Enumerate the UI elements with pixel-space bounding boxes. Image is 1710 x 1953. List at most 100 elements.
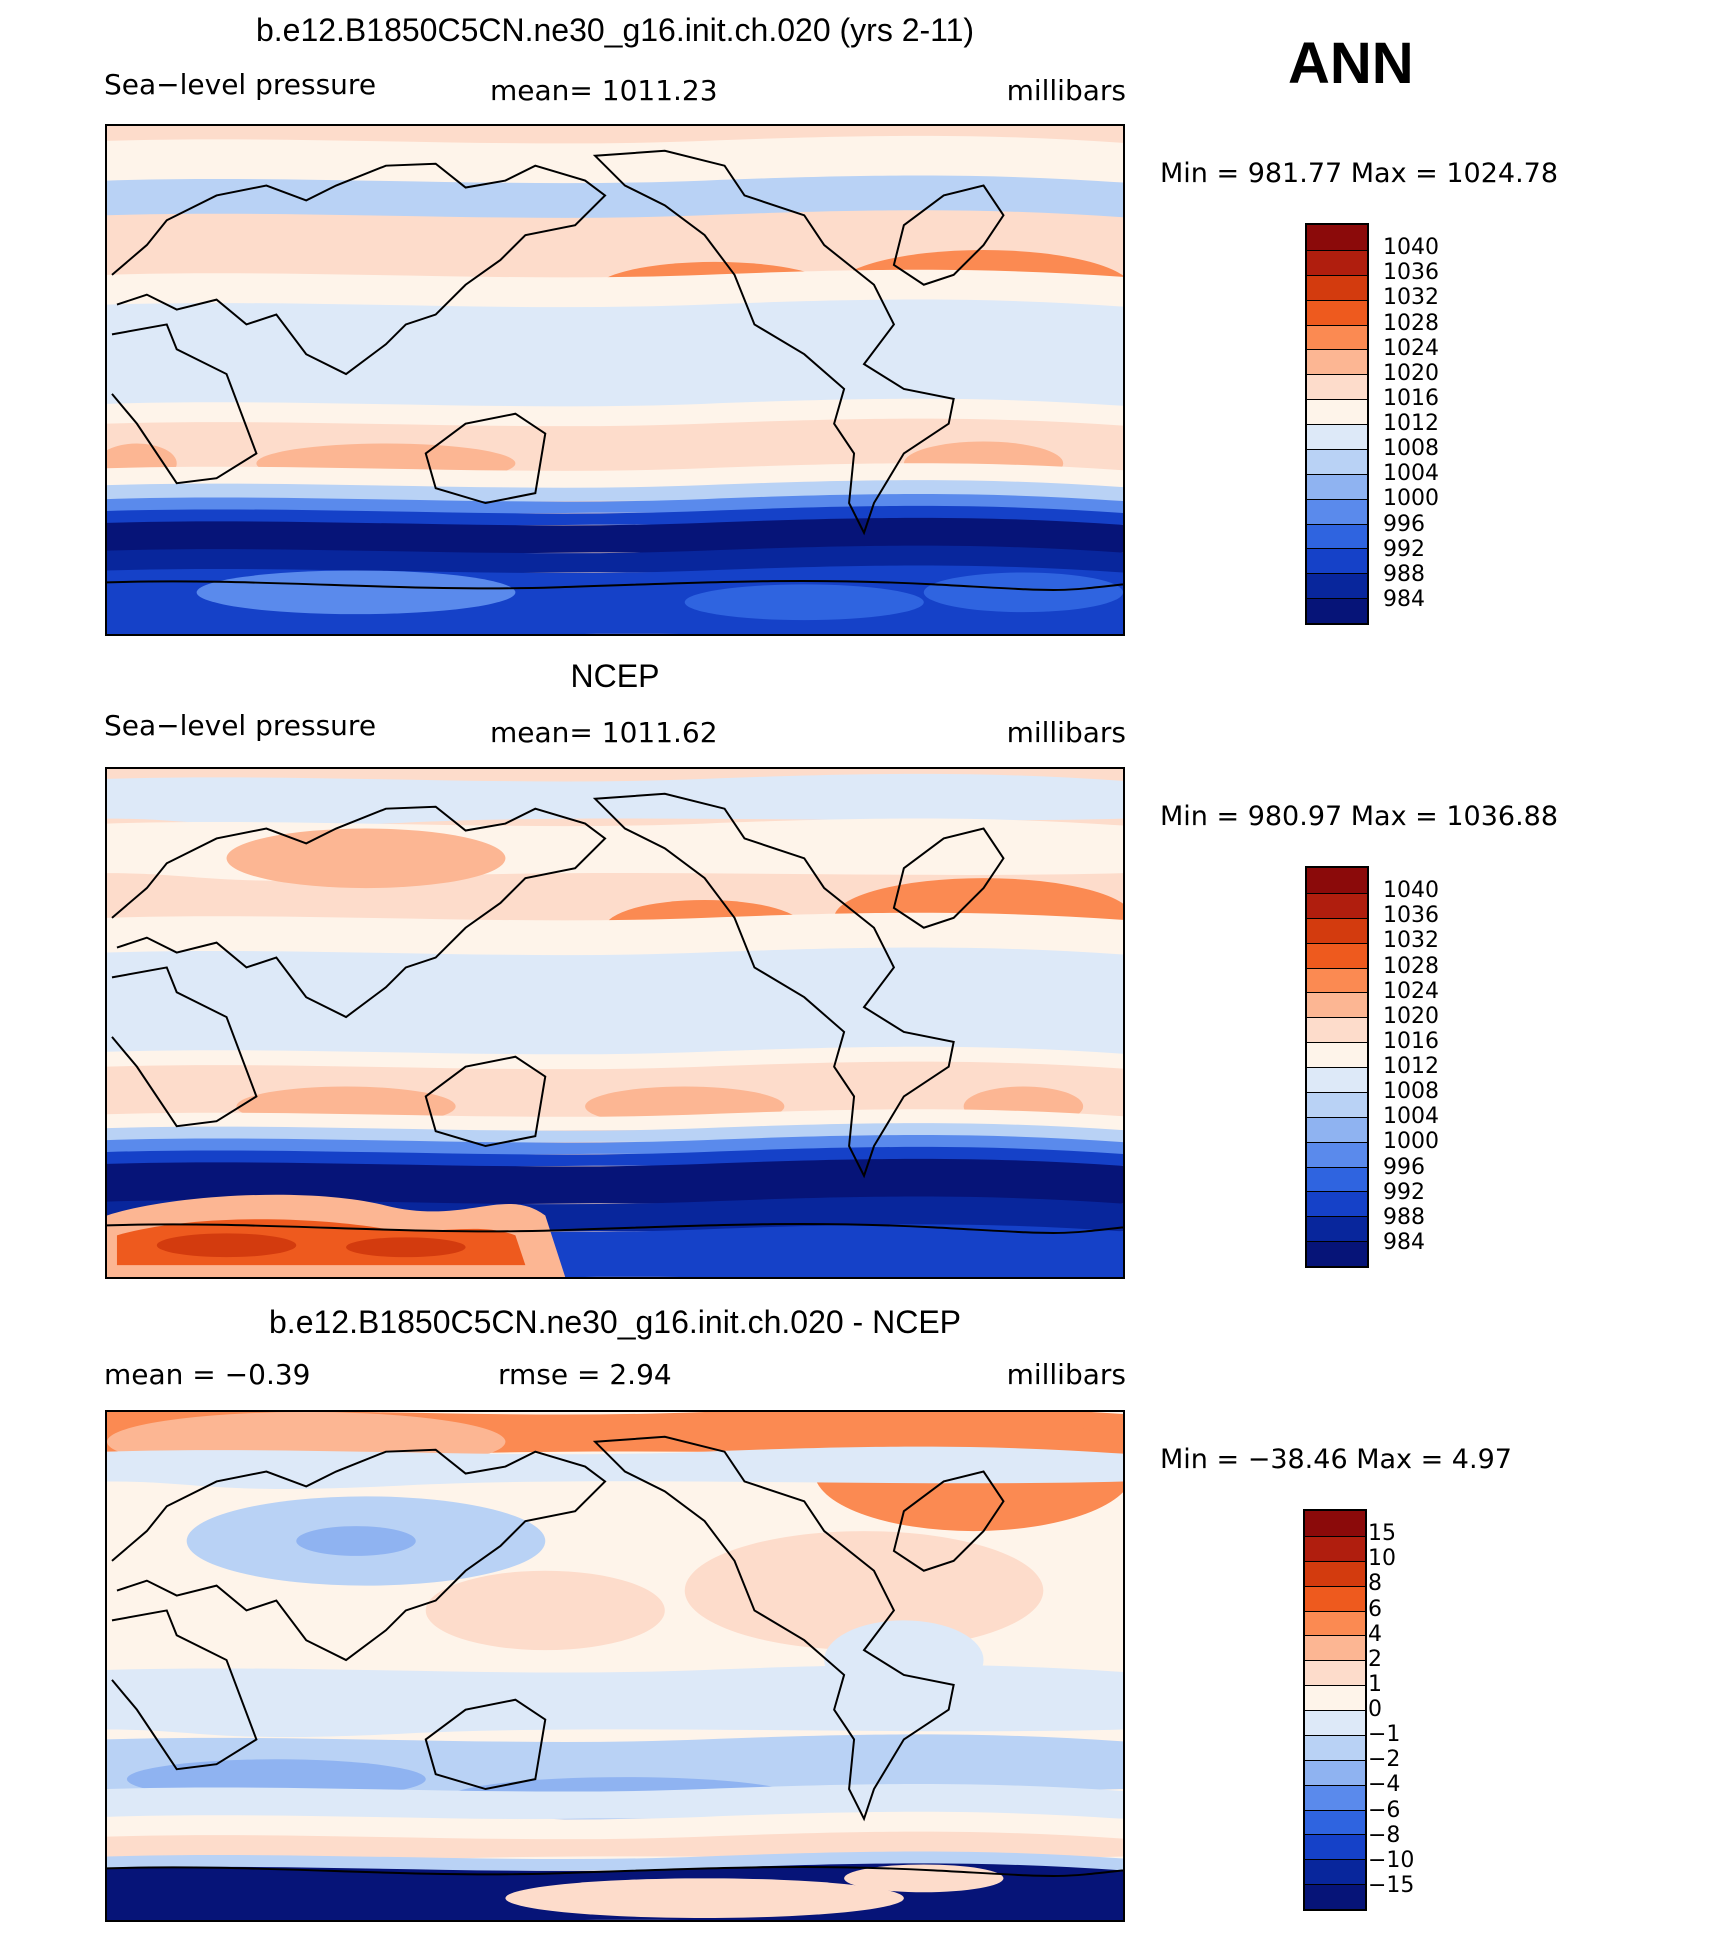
colorbar-swatch [1307,249,1367,275]
colorbar-swatch [1307,1141,1367,1167]
colorbar-label: 0 [1368,1697,1382,1722]
panel-3-mean-label: mean = −0.39 [104,1358,311,1391]
colorbar-label: 988 [1383,1204,1425,1230]
colorbar-swatch [1307,1042,1367,1067]
colorbar-swatch [1305,1560,1365,1586]
colorbar-label: −15 [1368,1872,1415,1898]
colorbar-swatch [1307,942,1367,968]
colorbar-label: 10 [1368,1546,1396,1572]
colorbar-label: 1016 [1383,385,1439,411]
colorbar-label: 1004 [1383,461,1439,487]
colorbar-label: 1004 [1383,1104,1439,1130]
colorbar-swatch [1307,1067,1367,1092]
colorbar-label: −6 [1368,1797,1401,1823]
colorbar-swatch [1307,868,1367,893]
colorbar-label: 1012 [1383,411,1439,436]
colorbar-swatch [1307,374,1367,400]
colorbar-swatch [1307,1166,1367,1192]
colorbar-swatch [1305,1635,1365,1661]
colorbar-label: 1040 [1383,878,1439,904]
map-field [107,1412,1123,1920]
colorbar-swatch [1307,1191,1367,1217]
colorbar-swatch [1305,1734,1365,1760]
colorbar-swatch [1307,299,1367,325]
panel-1-map [105,124,1125,636]
colorbar-label: 1040 [1383,235,1439,261]
colorbar-swatch [1305,1784,1365,1810]
colorbar-label: −2 [1368,1747,1401,1773]
panel-2-colorbar [1305,866,1369,1268]
panel-1-variable-label: Sea−level pressure [104,68,377,101]
colorbar-label: 8 [1368,1571,1382,1597]
colorbar-label: 984 [1383,586,1425,612]
colorbar-label: 1000 [1383,486,1439,512]
colorbar-label: 1024 [1383,978,1439,1004]
colorbar-label: 996 [1383,511,1425,537]
colorbar-swatch [1305,1511,1365,1536]
colorbar-swatch [1307,967,1367,993]
panel-1-title: b.e12.B1850C5CN.ne30_g16.init.ch.020 (yr… [255,12,975,48]
colorbar-label: 1000 [1383,1129,1439,1155]
panel-3-colorbar [1303,1509,1367,1911]
colorbar-swatch [1307,399,1367,424]
colorbar-label: 1012 [1383,1054,1439,1079]
colorbar-swatch [1307,1116,1367,1142]
panel-3-title: b.e12.B1850C5CN.ne30_g16.init.ch.020 - N… [269,1304,961,1340]
panel-2-title: NCEP [570,658,660,694]
colorbar-swatch [1307,498,1367,524]
colorbar-label: 6 [1368,1596,1382,1622]
panel-2-map [105,767,1125,1279]
colorbar-label: 996 [1383,1154,1425,1180]
panel-1-mean-label: mean= 1011.23 [490,74,718,107]
colorbar-swatch [1307,349,1367,375]
colorbar-swatch [1305,1660,1365,1686]
colorbar-swatch [1307,598,1367,623]
colorbar-swatch [1307,473,1367,499]
colorbar-label: −10 [1368,1847,1415,1873]
panel-2-units-label: millibars [1006,716,1126,749]
colorbar-label: 1028 [1383,953,1439,979]
colorbar-label: 1008 [1383,436,1439,462]
colorbar-swatch [1305,1610,1365,1636]
panel-1-colorbar [1305,223,1369,625]
colorbar-swatch [1307,1017,1367,1043]
colorbar-swatch [1307,1091,1367,1117]
colorbar-label: 1028 [1383,310,1439,336]
colorbar-swatch [1305,1685,1365,1710]
colorbar-swatch [1307,992,1367,1018]
panel-2-variable-label: Sea−level pressure [104,709,377,742]
colorbar-label: 1016 [1383,1028,1439,1054]
colorbar-label: 1032 [1383,285,1439,311]
colorbar-swatch [1307,324,1367,350]
panel-3-units-label: millibars [1006,1358,1126,1391]
colorbar-swatch [1305,1859,1365,1885]
colorbar-swatch [1305,1535,1365,1561]
colorbar-swatch [1307,523,1367,549]
map-field [107,769,1123,1277]
colorbar-label: 1020 [1383,1003,1439,1029]
colorbar-swatch [1307,225,1367,250]
colorbar-label: 4 [1368,1621,1382,1647]
colorbar-label: −1 [1368,1722,1401,1748]
colorbar-label: 992 [1383,1179,1425,1205]
colorbar-label: 1036 [1383,903,1439,929]
colorbar-swatch [1305,1809,1365,1835]
colorbar-swatch [1305,1710,1365,1735]
colorbar-swatch [1307,448,1367,474]
colorbar-swatch [1307,548,1367,574]
panel-3-minmax: Min = −38.46 Max = 4.97 [1160,1444,1512,1475]
colorbar-label: 1024 [1383,335,1439,361]
panel-2-minmax: Min = 980.97 Max = 1036.88 [1160,801,1559,832]
panel-3-colorbar-labels: 15 10 8 6 4 2 1 0 −1 −2 −4 −6 −8 −10 −15 [1368,1509,1468,1911]
panel-1-units-label: millibars [1006,74,1126,107]
colorbar-swatch [1307,573,1367,599]
colorbar-swatch [1305,1834,1365,1860]
colorbar-swatch [1305,1884,1365,1909]
season-label: ANN [1288,31,1414,96]
colorbar-label: −4 [1368,1772,1401,1798]
colorbar-swatch [1307,424,1367,449]
colorbar-label: 1 [1368,1671,1382,1697]
colorbar-swatch [1307,1216,1367,1242]
colorbar-label: 1020 [1383,360,1439,386]
colorbar-label: 1008 [1383,1079,1439,1105]
